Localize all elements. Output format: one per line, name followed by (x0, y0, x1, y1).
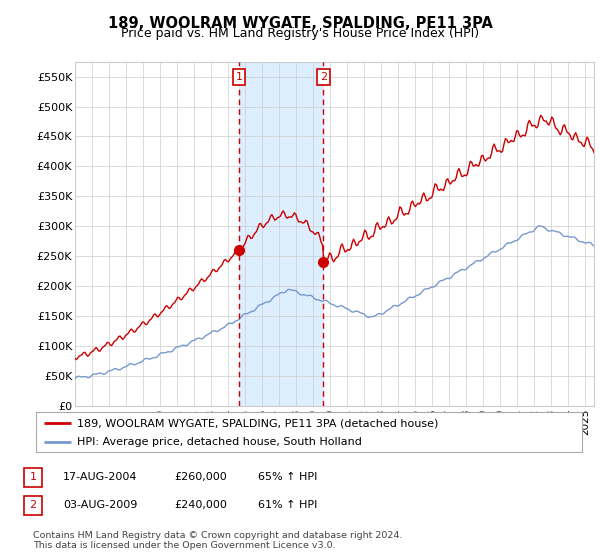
Text: 189, WOOLRAM WYGATE, SPALDING, PE11 3PA: 189, WOOLRAM WYGATE, SPALDING, PE11 3PA (107, 16, 493, 31)
Text: 1: 1 (29, 472, 37, 482)
Text: 1: 1 (235, 72, 242, 82)
Bar (239, 62, 323, 406)
Text: £260,000: £260,000 (174, 472, 227, 482)
Text: 2: 2 (29, 500, 37, 510)
Text: 03-AUG-2009: 03-AUG-2009 (63, 500, 137, 510)
Text: 2: 2 (320, 72, 327, 82)
Text: 17-AUG-2004: 17-AUG-2004 (63, 472, 137, 482)
Text: Contains HM Land Registry data © Crown copyright and database right 2024.
This d: Contains HM Land Registry data © Crown c… (33, 531, 403, 550)
Text: 65% ↑ HPI: 65% ↑ HPI (258, 472, 317, 482)
Text: 189, WOOLRAM WYGATE, SPALDING, PE11 3PA (detached house): 189, WOOLRAM WYGATE, SPALDING, PE11 3PA … (77, 418, 439, 428)
Text: Price paid vs. HM Land Registry's House Price Index (HPI): Price paid vs. HM Land Registry's House … (121, 27, 479, 40)
Text: HPI: Average price, detached house, South Holland: HPI: Average price, detached house, Sout… (77, 437, 362, 447)
Text: 61% ↑ HPI: 61% ↑ HPI (258, 500, 317, 510)
Text: £240,000: £240,000 (174, 500, 227, 510)
